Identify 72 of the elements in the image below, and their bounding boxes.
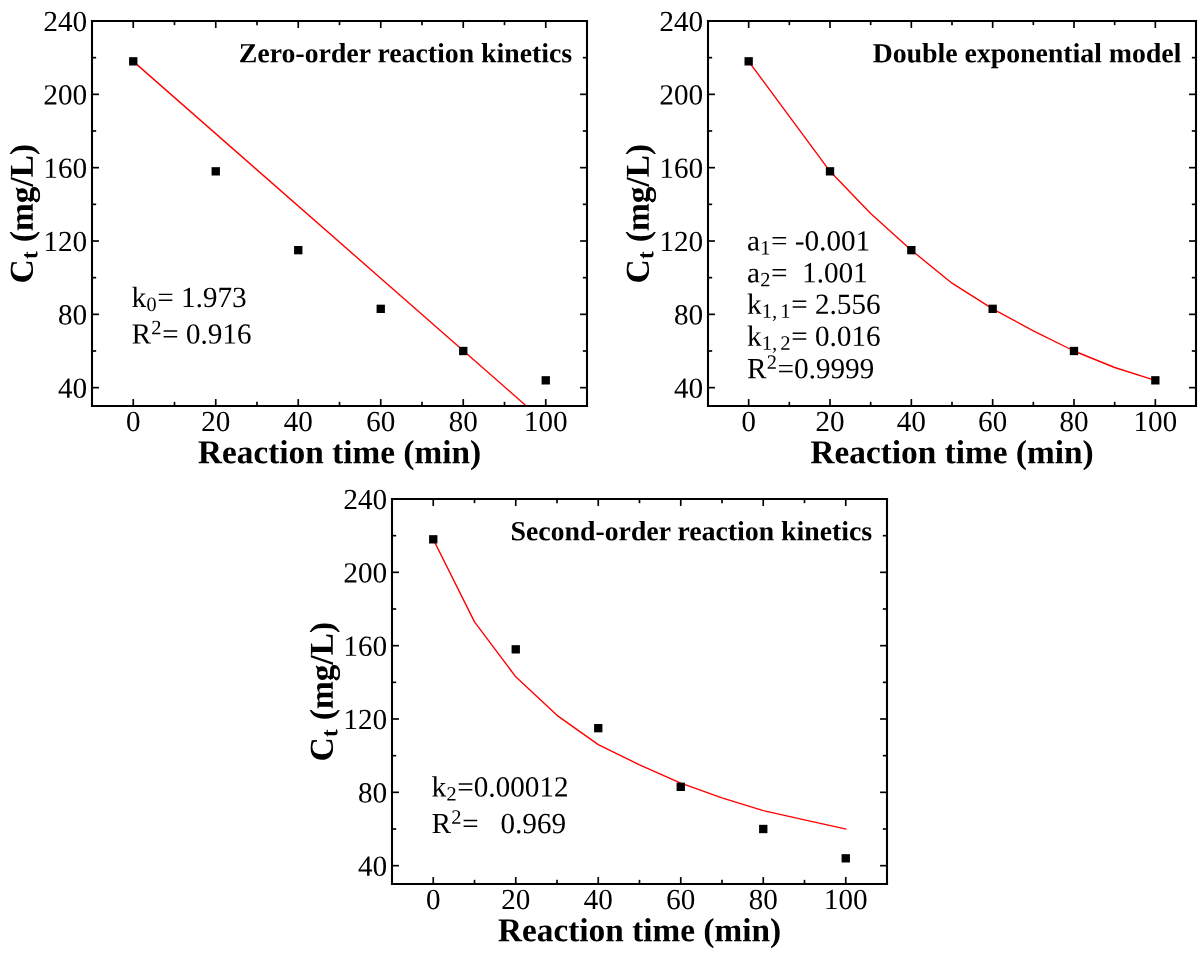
point (429, 535, 438, 544)
x-tick-label: 0 (742, 411, 755, 432)
x-tick-label: 40 (284, 411, 312, 432)
x-tick-label: 40 (897, 411, 925, 432)
annotation: R$^{2}$= 0.916 (132, 320, 251, 344)
x-tick-label: 80 (449, 411, 477, 432)
x-tick-label: 20 (816, 411, 844, 432)
point (825, 167, 835, 176)
text: Second-order reaction kinetics (512, 521, 872, 541)
y-tick-label: 240 (660, 11, 703, 32)
x-tick-label: 40 (584, 889, 612, 910)
y-tick-label: 160 (45, 158, 87, 179)
annotation: k$_{0}$= 1.973 (132, 286, 246, 312)
annotation: k$_{1,2}$= 0.016 (747, 325, 880, 353)
annotation: a$_{1}$= -0.001 (748, 231, 869, 255)
x-tick-label: 20 (202, 411, 230, 432)
y-tick-label: 120 (661, 231, 703, 252)
x-tick-label: 60 (367, 411, 395, 432)
x-tick-label: 60 (979, 411, 1007, 432)
x-axis-title: Reaction time (min) (198, 440, 480, 471)
y-tick-label: 200 (344, 563, 387, 583)
point (988, 304, 997, 313)
y-tick-label: 80 (675, 305, 703, 325)
point (744, 57, 753, 66)
y-tick-label: 40 (674, 378, 703, 399)
y-tick-label: 200 (660, 85, 703, 105)
y-tick-label: 40 (58, 378, 87, 399)
point (907, 246, 916, 255)
x-tick-label: 80 (749, 889, 777, 910)
y-tick-label: 120 (45, 231, 87, 252)
y-tick-label: 240 (344, 489, 387, 510)
annotation: k$_{1,1}$= 2.556 (747, 293, 880, 321)
x-tick-label: 100 (826, 889, 867, 910)
point (129, 57, 138, 66)
y-tick-label: 40 (358, 856, 387, 877)
x-tick-label: 0 (127, 411, 140, 432)
x-tick-label: 60 (667, 889, 695, 910)
point (511, 645, 520, 654)
y-tick-label: 200 (44, 85, 87, 105)
point (841, 854, 850, 863)
point (1069, 346, 1079, 356)
x-tick-label: 20 (502, 889, 530, 910)
y-tick-label: 240 (44, 11, 87, 32)
point (211, 167, 220, 176)
x-tick-label: 80 (1060, 411, 1088, 432)
x-axis-title: Reaction time (min) (810, 440, 1093, 471)
point (1151, 376, 1160, 385)
x-tick-label: 100 (526, 411, 567, 432)
x-tick-label: 100 (1136, 411, 1177, 432)
annotation: k$_{2}$=0.00012 (432, 776, 567, 801)
y-tick-label: 80 (59, 305, 87, 325)
point (676, 782, 685, 791)
y-tick-label: 160 (661, 158, 703, 179)
y-axis-title: C$_{t}$ (mg/L) (9, 145, 41, 282)
x-axis-title: Reaction time (min) (498, 918, 780, 949)
point (541, 376, 550, 385)
point (294, 246, 303, 255)
annotation: a$_{2}$= 1.001 (748, 262, 866, 287)
y-axis-title: C$_{t}$ (mg/L) (625, 145, 657, 282)
point (459, 346, 468, 356)
y-tick-label: 80 (359, 783, 387, 803)
y-axis-title: C$_{t}$ (mg/L) (309, 623, 341, 760)
y-tick-label: 120 (345, 709, 387, 730)
annotation: R$^{2}$=0.9999 (747, 355, 874, 379)
point (376, 304, 385, 313)
x-tick-label: 0 (427, 889, 440, 910)
annotation: R$^{2}$= 0.969 (432, 810, 565, 834)
point (594, 724, 603, 733)
text: Double exponential model (873, 43, 1181, 69)
text: Zero-order reaction kinetics (240, 43, 572, 63)
point (759, 824, 768, 834)
y-tick-label: 160 (345, 636, 387, 657)
